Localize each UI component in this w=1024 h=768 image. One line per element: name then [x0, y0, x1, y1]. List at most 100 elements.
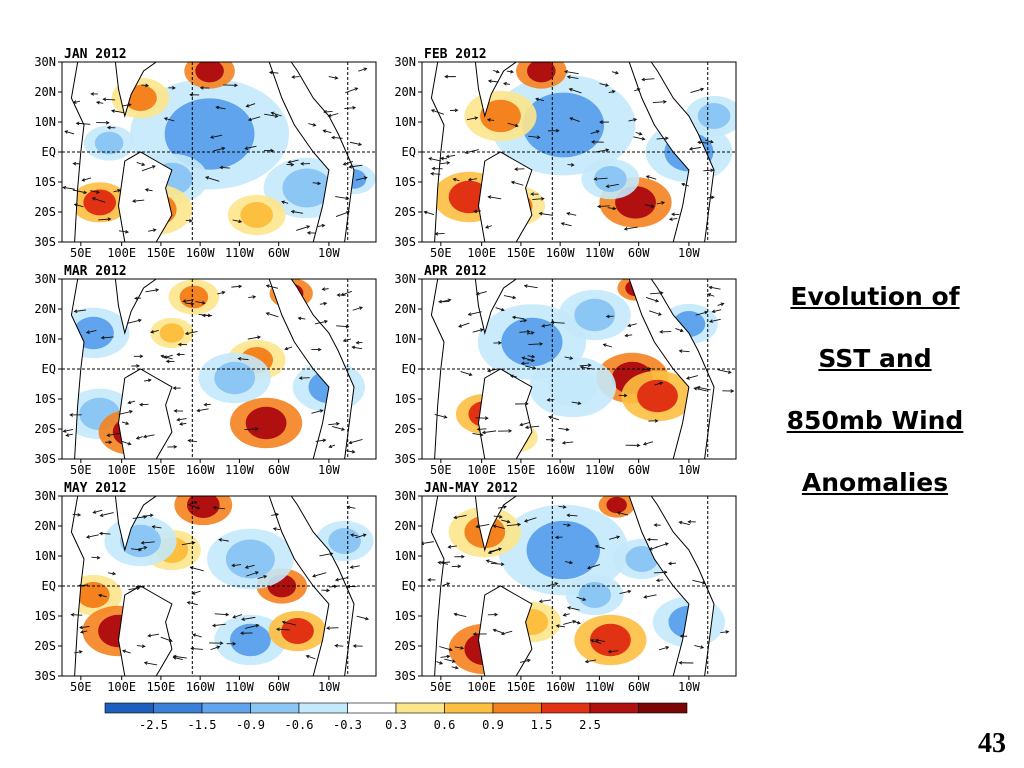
wind-vector [192, 634, 202, 638]
wind-vector [440, 157, 448, 160]
anomaly-core [281, 618, 314, 644]
wind-arrowhead [268, 70, 273, 75]
wind-arrowhead [83, 190, 88, 195]
wind-arrowhead [290, 162, 295, 167]
wind-vector [487, 119, 495, 121]
wind-vector [312, 182, 321, 185]
wind-arrowhead [492, 524, 497, 529]
wind-arrowhead [663, 100, 667, 104]
wind-arrowhead [362, 533, 367, 538]
wind-arrowhead [312, 573, 316, 578]
wind-vector [599, 83, 609, 87]
wind-arrowhead [510, 69, 515, 74]
lat-label: 30N [394, 55, 416, 69]
wind-vector [563, 613, 570, 616]
wind-vector [198, 314, 211, 317]
wind-vector [506, 523, 521, 527]
wind-vector [344, 107, 356, 110]
wind-arrowhead [566, 513, 571, 518]
wind-arrowhead [334, 577, 339, 582]
wind-arrowhead [503, 82, 507, 86]
wind-vector [247, 336, 261, 340]
wind-vector [122, 650, 131, 654]
wind-arrowhead [641, 136, 646, 141]
wind-vector [493, 629, 503, 634]
wind-vector [322, 288, 329, 290]
wind-arrowhead [141, 644, 146, 648]
anomaly-core [77, 582, 110, 608]
wind-arrowhead [139, 354, 144, 359]
wind-arrowhead [72, 100, 77, 104]
panel-title: FEB 2012 [424, 47, 487, 62]
wind-vector [503, 82, 510, 85]
wind-vector [288, 159, 299, 164]
lon-label: 50E [70, 463, 92, 477]
wind-arrowhead [348, 164, 353, 169]
wind-arrowhead [430, 109, 435, 113]
wind-vector [705, 139, 714, 143]
land-outline [268, 496, 355, 676]
wind-vector [185, 330, 198, 335]
wind-arrowhead [500, 631, 505, 636]
wind-arrowhead [155, 288, 160, 292]
wind-arrowhead [252, 295, 257, 299]
wind-arrowhead [221, 146, 226, 151]
wind-arrowhead [188, 218, 193, 223]
colorbar-swatch [638, 702, 688, 714]
wind-arrowhead [143, 661, 148, 665]
wind-vector [350, 534, 358, 537]
wind-arrowhead [245, 104, 250, 108]
lon-label: 150E [506, 246, 535, 260]
wind-vector [241, 616, 256, 620]
lat-label: 10S [34, 175, 56, 189]
wind-arrowhead [663, 570, 668, 575]
lon-label: 50E [430, 463, 452, 477]
wind-vector [92, 197, 106, 203]
wind-arrowhead [633, 118, 638, 122]
wind-arrowhead [125, 229, 129, 234]
anomaly-core [501, 317, 563, 367]
wind-arrowhead [612, 206, 617, 211]
wind-vector [472, 433, 483, 436]
wind-arrowhead [586, 565, 591, 570]
wind-vector [127, 319, 142, 324]
wind-arrowhead [322, 129, 327, 133]
wind-vector [244, 428, 258, 431]
wind-arrowhead [348, 440, 353, 445]
wind-arrowhead [638, 131, 643, 136]
wind-vector [692, 579, 706, 584]
land-outline [628, 279, 715, 459]
lon-label: 160W [186, 680, 216, 694]
lat-label: 10S [394, 175, 416, 189]
wind-arrowhead [538, 211, 543, 216]
wind-vector [438, 162, 450, 165]
wind-arrowhead [165, 359, 170, 364]
lon-label: 50E [430, 246, 452, 260]
wind-arrowhead [647, 367, 652, 371]
land-outline [268, 279, 355, 459]
lon-label: 160W [186, 246, 216, 260]
wind-arrowhead [328, 444, 333, 449]
wind-arrowhead [587, 363, 592, 368]
wind-vector [143, 434, 155, 438]
wind-vector [144, 662, 158, 666]
wind-vector [507, 122, 519, 127]
wind-vector [493, 70, 500, 73]
land-outline [477, 151, 533, 242]
wind-arrowhead [654, 419, 659, 423]
panel-jan-2012: JAN 2012 30N 20N 10N EQ 10S 20S 30S 50E 100E 150E 1… [18, 46, 378, 264]
wind-vector [285, 346, 293, 350]
wind-arrowhead [151, 165, 156, 169]
wind-vector [197, 408, 209, 412]
wind-arrowhead [298, 376, 303, 380]
wind-vector [617, 511, 629, 516]
wind-arrowhead [237, 356, 242, 361]
wind-arrowhead [306, 231, 311, 235]
wind-vector [585, 659, 597, 663]
anomaly-core [195, 62, 224, 83]
wind-vector [244, 624, 259, 629]
wind-vector [567, 514, 578, 517]
wind-vector [269, 71, 279, 74]
wind-vector [558, 505, 566, 508]
wind-arrowhead [147, 633, 152, 638]
